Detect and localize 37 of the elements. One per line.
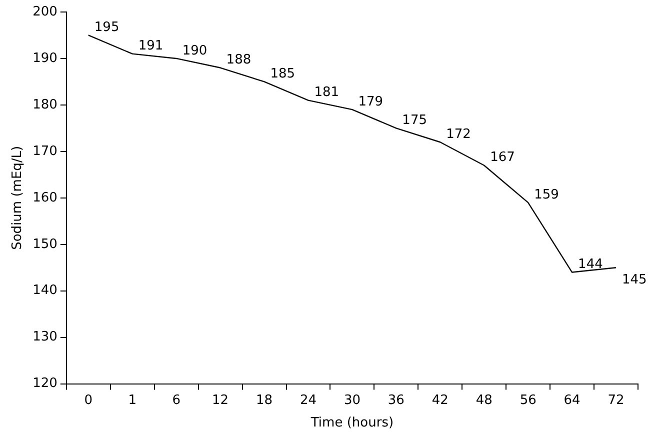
data-label: 159 [534,187,559,202]
y-tick-label: 120 [32,376,58,392]
y-tick-label: 190 [32,50,58,66]
data-label: 172 [446,127,471,142]
data-label: 175 [402,113,428,128]
x-tick-label: 42 [432,392,448,408]
y-tick-label: 140 [32,283,58,298]
data-label: 185 [270,66,296,82]
data-label: 145 [622,272,647,288]
data-label: 181 [314,85,340,100]
data-label: 144 [578,257,603,272]
x-axis-title: Time (hours) [310,416,394,431]
y-tick-label: 200 [32,4,58,20]
x-tick-label: 1 [128,392,137,408]
x-tick-label: 0 [84,392,93,408]
data-label: 190 [182,43,208,58]
data-label: 167 [490,150,515,166]
x-tick-label: 64 [564,392,580,408]
data-label: 188 [226,52,252,68]
y-tick-label: 160 [32,190,58,206]
data-label: 191 [138,38,164,54]
data-label: 179 [358,94,384,110]
x-tick-label: 12 [212,392,229,408]
data-label: 195 [94,20,120,36]
y-tick-label: 180 [32,97,58,112]
x-tick-label: 72 [608,392,624,408]
x-tick-label: 24 [300,392,317,408]
x-tick-label: 30 [344,392,360,408]
x-tick-label: 56 [520,392,536,408]
x-tick-label: 18 [256,392,273,408]
x-tick-label: 6 [172,392,180,408]
x-tick-label: 36 [388,392,404,408]
y-tick-label: 170 [32,144,58,159]
y-axis-title: Sodium (mEq/L) [10,146,26,250]
y-tick-label: 150 [32,236,58,252]
y-tick-label: 130 [32,330,58,345]
x-tick-label: 48 [476,392,492,408]
